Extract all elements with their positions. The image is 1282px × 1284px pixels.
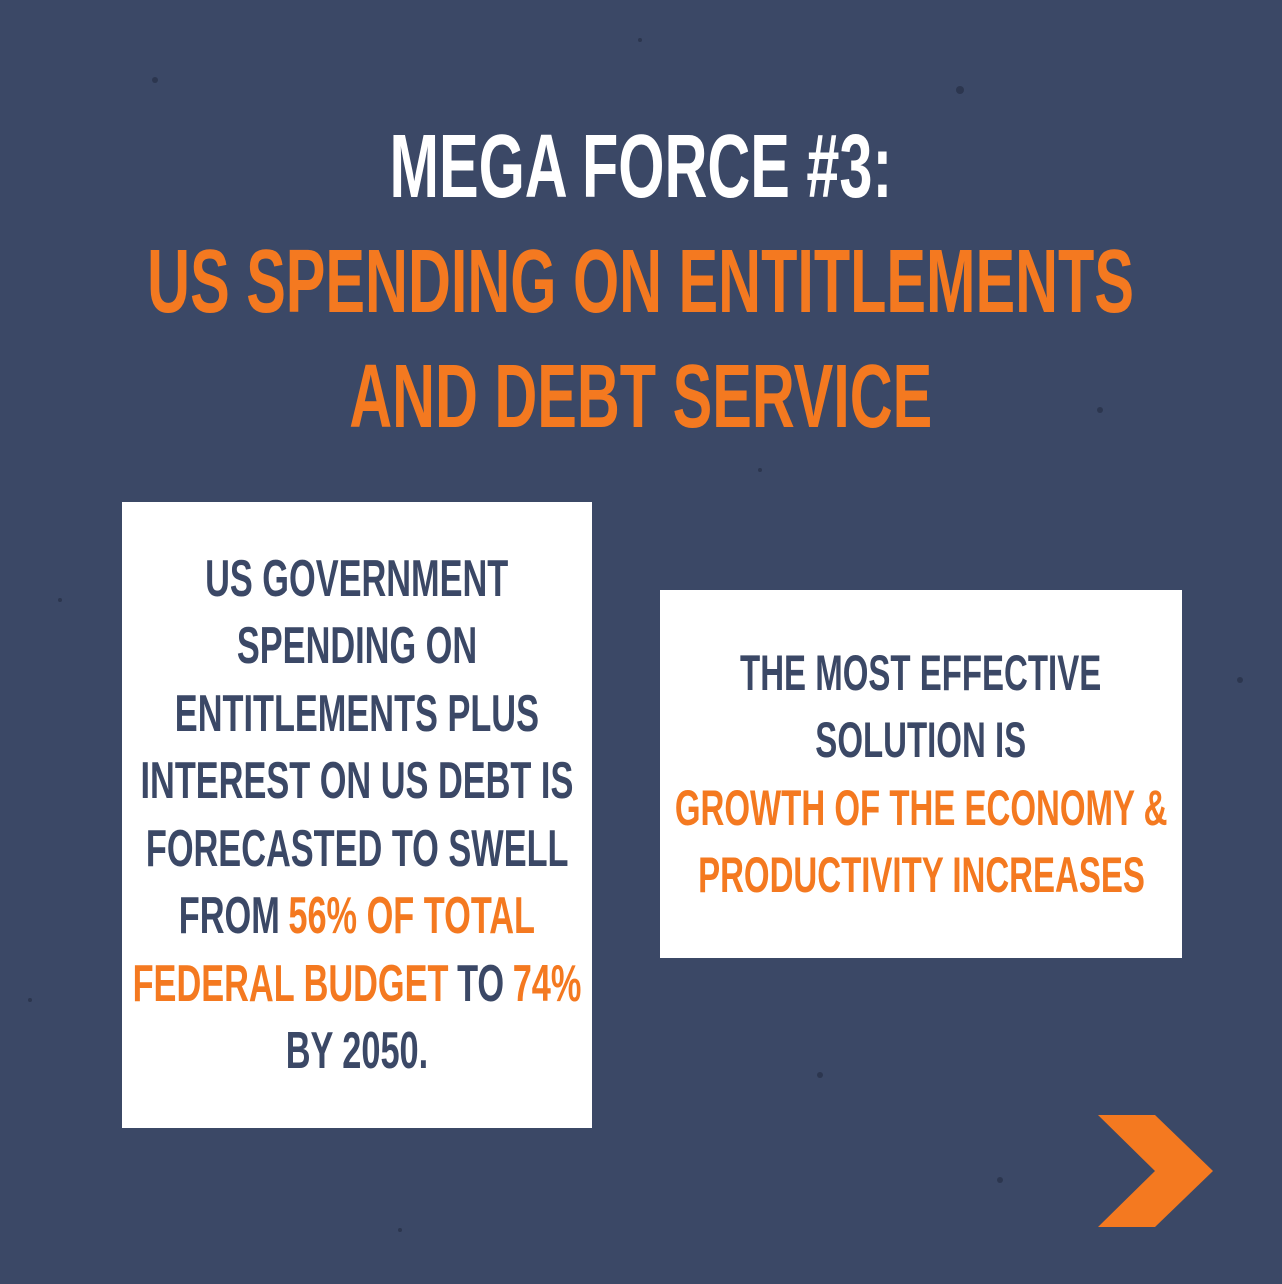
text-run: INTEREST ON US DEBT IS xyxy=(140,752,574,811)
next-arrow[interactable] xyxy=(1098,1115,1213,1227)
line-content: SPENDING ON xyxy=(237,616,477,676)
line-content: THE MOST EFFECTIVE xyxy=(740,644,1101,702)
left-card: US GOVERNMENT SPENDING ON ENTITLEMENTS PLU… xyxy=(122,502,592,1128)
text-run: 74% xyxy=(512,954,582,1013)
line-content: FROM 56% OF TOTAL xyxy=(179,886,535,946)
text-run: SPENDING ON xyxy=(236,617,478,676)
text-line: BY 2050. xyxy=(122,1018,592,1086)
text-run: FEDERAL BUDGET xyxy=(132,954,449,1013)
line-content: AND DEBT SERVICE xyxy=(349,346,932,449)
text-run: US SPENDING ON ENTITLEMENTS xyxy=(147,232,1135,332)
speckles xyxy=(28,38,1243,1232)
line-content: PRODUCTIVITY INCREASES xyxy=(698,846,1145,904)
text-line: SPENDING ON xyxy=(122,613,592,681)
text-run: TO xyxy=(457,954,505,1013)
line-content: INTEREST ON US DEBT IS xyxy=(141,751,574,811)
text-line: SOLUTION IS xyxy=(660,707,1182,775)
line-content: US SPENDING ON ENTITLEMENTS xyxy=(148,231,1135,334)
text-run: AND DEBT SERVICE xyxy=(349,347,933,447)
text-line: THE MOST EFFECTIVE xyxy=(660,639,1182,707)
text-run: THE MOST EFFECTIVE xyxy=(740,644,1102,701)
line-content: BY 2050. xyxy=(286,1021,428,1081)
text-run: GROWTH OF THE ECONOMY & xyxy=(674,779,1168,836)
line-content: FORECASTED TO SWELL xyxy=(146,819,569,879)
line-content: GROWTH OF THE ECONOMY & xyxy=(675,779,1168,837)
text-line: ENTITLEMENTS PLUS xyxy=(122,680,592,748)
text-line: FEDERAL BUDGET TO 74% xyxy=(122,950,592,1018)
line-content: SOLUTION IS xyxy=(816,711,1027,769)
text-line: FROM 56% OF TOTAL xyxy=(122,883,592,951)
text-line: US SPENDING ON ENTITLEMENTS xyxy=(0,225,1282,340)
text-run: ENTITLEMENTS PLUS xyxy=(174,684,540,743)
text-run: SOLUTION IS xyxy=(815,712,1027,769)
line-content: FEDERAL BUDGET TO 74% xyxy=(133,954,582,1014)
text-line: AND DEBT SERVICE xyxy=(0,340,1282,455)
text-line: FORECASTED TO SWELL xyxy=(122,815,592,883)
line-content: MEGA FORCE #3: xyxy=(390,116,893,219)
line-content: US GOVERNMENT xyxy=(205,549,508,609)
text-run: US GOVERNMENT xyxy=(205,549,509,608)
text-line: PRODUCTIVITY INCREASES xyxy=(660,842,1182,910)
right-card: THE MOST EFFECTIVE SOLUTION IS GROWTH OF T… xyxy=(660,590,1182,958)
text-run: PRODUCTIVITY INCREASES xyxy=(697,847,1145,904)
line-content: ENTITLEMENTS PLUS xyxy=(175,684,539,744)
text-line: MEGA FORCE #3: xyxy=(0,110,1282,225)
title: MEGA FORCE #3: US SPENDING ON ENTITLEMENT… xyxy=(0,110,1282,455)
text-run: BY 2050. xyxy=(285,1022,429,1081)
text-line: US GOVERNMENT xyxy=(122,545,592,613)
text-line: GROWTH OF THE ECONOMY & xyxy=(660,774,1182,842)
text-run: FROM xyxy=(178,887,280,946)
text-line: INTEREST ON US DEBT IS xyxy=(122,748,592,816)
text-run: MEGA FORCE #3: xyxy=(389,117,893,217)
text-run: FORECASTED TO SWELL xyxy=(145,819,569,878)
text-run: 56% OF TOTAL xyxy=(288,887,536,946)
